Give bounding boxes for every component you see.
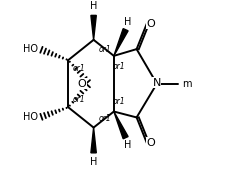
Text: or1: or1 bbox=[98, 114, 110, 123]
Text: m: m bbox=[181, 79, 191, 89]
Polygon shape bbox=[90, 128, 96, 153]
Text: HO: HO bbox=[23, 44, 38, 54]
Text: or1: or1 bbox=[73, 64, 85, 73]
Text: H: H bbox=[90, 157, 97, 167]
Text: H: H bbox=[90, 1, 97, 11]
Polygon shape bbox=[90, 15, 96, 40]
Text: H: H bbox=[123, 17, 130, 27]
Text: N: N bbox=[152, 78, 160, 88]
Text: O: O bbox=[77, 79, 86, 89]
Text: O: O bbox=[145, 19, 154, 29]
Text: HO: HO bbox=[23, 112, 38, 122]
Text: H: H bbox=[123, 140, 130, 150]
Text: or1: or1 bbox=[112, 62, 124, 71]
Text: or1: or1 bbox=[112, 97, 124, 106]
Text: or1: or1 bbox=[98, 45, 110, 54]
Text: or1: or1 bbox=[73, 95, 85, 104]
Text: O: O bbox=[145, 138, 154, 148]
Polygon shape bbox=[113, 29, 128, 56]
Polygon shape bbox=[113, 112, 128, 139]
